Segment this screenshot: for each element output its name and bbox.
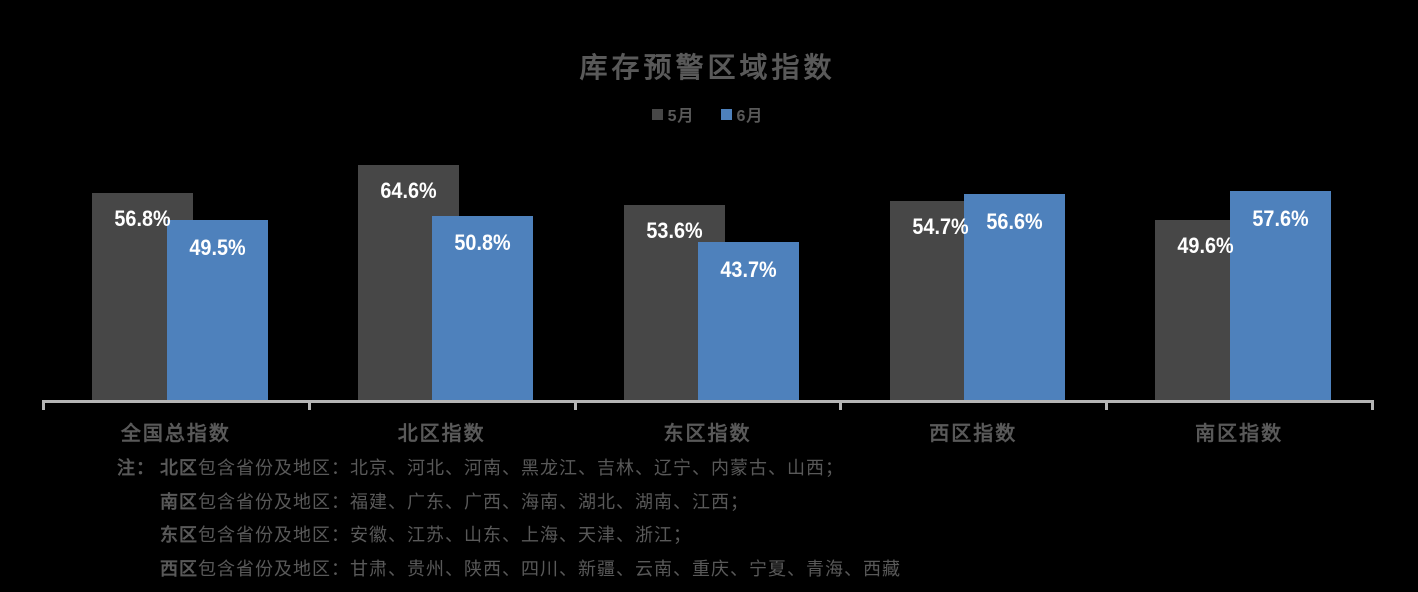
footnote-text-north: 包含省份及地区：北京、河北、河南、黑龙江、吉林、辽宁、内蒙古、山西； <box>198 458 844 478</box>
legend-swatch-june-icon <box>720 108 732 120</box>
plot-area: 56.8% 64.6% 53.6% 54.7% 49.6% 49.5% 50.8% 43.7%… <box>42 145 1374 445</box>
footnote-text-west: 包含省份及地区：甘肃、贵州、陕西、四川、新疆、云南、重庆、宁夏、青海、西藏 <box>198 558 901 579</box>
bar-label-series-1-cat-2: 64.6% <box>380 177 437 203</box>
bar-label-series-2-cat-2: 50.8% <box>454 230 511 256</box>
legend-swatch-may-icon <box>651 108 663 120</box>
footnote-region-east: 东区 <box>160 525 198 546</box>
footnote-region-north: 北区 <box>160 458 198 478</box>
bar-series-2-cat-4 <box>963 194 1065 402</box>
bar-label-series-2-cat-4: 56.6% <box>986 209 1043 235</box>
axis-tick <box>839 400 843 410</box>
category-label: 东区指数 <box>663 423 752 445</box>
footnote-text-south: 包含省份及地区：福建、广东、广西、海南、湖北、湖南、江西； <box>198 491 749 512</box>
bar-label-series-1-cat-4: 54.7% <box>911 214 969 240</box>
footnote-line: 东区包含省份及地区：安徽、江苏、山东、上海、天津、浙江； <box>117 519 1377 553</box>
footnote-line: 西区包含省份及地区：甘肃、贵州、陕西、四川、新疆、云南、重庆、宁夏、青海、西藏 <box>117 553 1377 587</box>
footnotes: 注： 北区包含省份及地区：北京、河北、河南、黑龙江、吉林、辽宁、内蒙古、山西； … <box>117 452 1377 586</box>
category-label: 南区指数 <box>1195 423 1284 445</box>
axis-tick <box>573 400 577 410</box>
bar-label-series-2-cat-1: 49.5% <box>189 235 246 261</box>
chart-legend: 5月 6月 <box>43 103 1372 125</box>
axis-tick <box>1105 400 1109 410</box>
legend-item-june: 6月 <box>720 102 764 126</box>
footnote-line: 注： 北区包含省份及地区：北京、河北、河南、黑龙江、吉林、辽宁、内蒙古、山西； <box>117 452 1377 486</box>
bar-label-series-1-cat-3: 53.6% <box>646 218 703 244</box>
category-label: 北区指数 <box>397 423 486 445</box>
bar-series-2-cat-1 <box>166 220 268 402</box>
axis-tick <box>307 400 311 410</box>
axis-tick <box>1371 400 1374 410</box>
footnote-marker: 注： <box>117 458 155 478</box>
x-axis-line <box>42 400 1373 403</box>
legend-label-june: 6月 <box>736 108 764 125</box>
bar-label-series-1-cat-1: 56.8% <box>114 206 171 232</box>
category-label: 西区指数 <box>929 423 1018 445</box>
bar-label-series-2-cat-5: 57.6% <box>1252 205 1309 231</box>
bar-series-2-cat-3 <box>698 241 800 402</box>
legend-label-may: 5月 <box>667 108 695 125</box>
chart-title: 库存预警区域指数 <box>579 52 836 83</box>
footnote-region-west: 西区 <box>160 558 198 579</box>
bar-label-series-1-cat-5: 49.6% <box>1177 232 1234 258</box>
footnote-line: 南区包含省份及地区：福建、广东、广西、海南、湖北、湖南、江西； <box>117 486 1377 520</box>
footnote-text-east: 包含省份及地区：安徽、江苏、山东、上海、天津、浙江； <box>198 525 692 546</box>
bar-label-series-2-cat-3: 43.7% <box>720 256 777 282</box>
bar-series-2-cat-2 <box>432 215 534 402</box>
legend-item-may: 5月 <box>651 102 695 126</box>
category-label: 全国总指数 <box>120 423 231 445</box>
footnote-region-south: 南区 <box>160 491 198 512</box>
axis-tick <box>42 400 45 410</box>
bar-series-2-cat-5 <box>1229 190 1331 402</box>
